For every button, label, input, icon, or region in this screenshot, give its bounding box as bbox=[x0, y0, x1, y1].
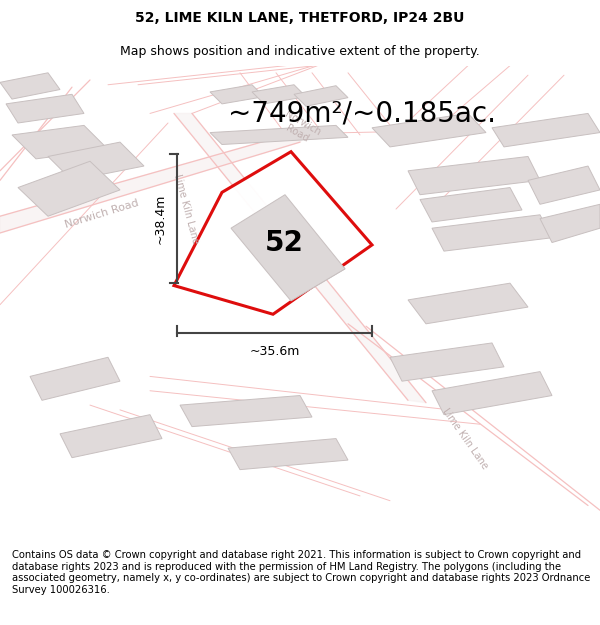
Polygon shape bbox=[252, 85, 306, 104]
Polygon shape bbox=[6, 94, 84, 123]
Polygon shape bbox=[390, 343, 504, 381]
Text: Norwich
Road: Norwich Road bbox=[277, 109, 323, 148]
Text: Contains OS data © Crown copyright and database right 2021. This information is : Contains OS data © Crown copyright and d… bbox=[12, 550, 590, 595]
Polygon shape bbox=[174, 152, 372, 314]
Polygon shape bbox=[294, 86, 348, 106]
Polygon shape bbox=[420, 188, 522, 222]
Polygon shape bbox=[408, 283, 528, 324]
Text: ~38.4m: ~38.4m bbox=[153, 194, 166, 244]
Text: ~749m²/~0.185ac.: ~749m²/~0.185ac. bbox=[228, 99, 496, 127]
Polygon shape bbox=[174, 114, 426, 402]
Text: 52, LIME KILN LANE, THETFORD, IP24 2BU: 52, LIME KILN LANE, THETFORD, IP24 2BU bbox=[136, 11, 464, 26]
Polygon shape bbox=[540, 204, 600, 242]
Polygon shape bbox=[210, 85, 264, 104]
Text: Lime Kiln Lane: Lime Kiln Lane bbox=[440, 406, 490, 471]
Polygon shape bbox=[0, 72, 60, 99]
Polygon shape bbox=[492, 114, 600, 147]
Polygon shape bbox=[12, 126, 108, 159]
Polygon shape bbox=[228, 439, 348, 469]
Polygon shape bbox=[18, 161, 120, 216]
Polygon shape bbox=[48, 142, 144, 181]
Polygon shape bbox=[60, 414, 162, 458]
Text: 52: 52 bbox=[265, 229, 304, 256]
Polygon shape bbox=[210, 126, 348, 144]
Polygon shape bbox=[30, 357, 120, 400]
Text: Map shows position and indicative extent of the property.: Map shows position and indicative extent… bbox=[120, 45, 480, 58]
Polygon shape bbox=[231, 195, 345, 301]
Polygon shape bbox=[372, 114, 486, 147]
Polygon shape bbox=[231, 195, 345, 301]
Polygon shape bbox=[432, 372, 552, 414]
Polygon shape bbox=[408, 156, 540, 195]
Polygon shape bbox=[528, 166, 600, 204]
Text: ~35.6m: ~35.6m bbox=[250, 346, 299, 358]
Polygon shape bbox=[180, 396, 312, 427]
Polygon shape bbox=[432, 215, 552, 251]
Polygon shape bbox=[0, 127, 312, 233]
Text: Norwich Road: Norwich Road bbox=[64, 198, 140, 230]
Text: Lime Kiln Lane: Lime Kiln Lane bbox=[172, 173, 200, 245]
